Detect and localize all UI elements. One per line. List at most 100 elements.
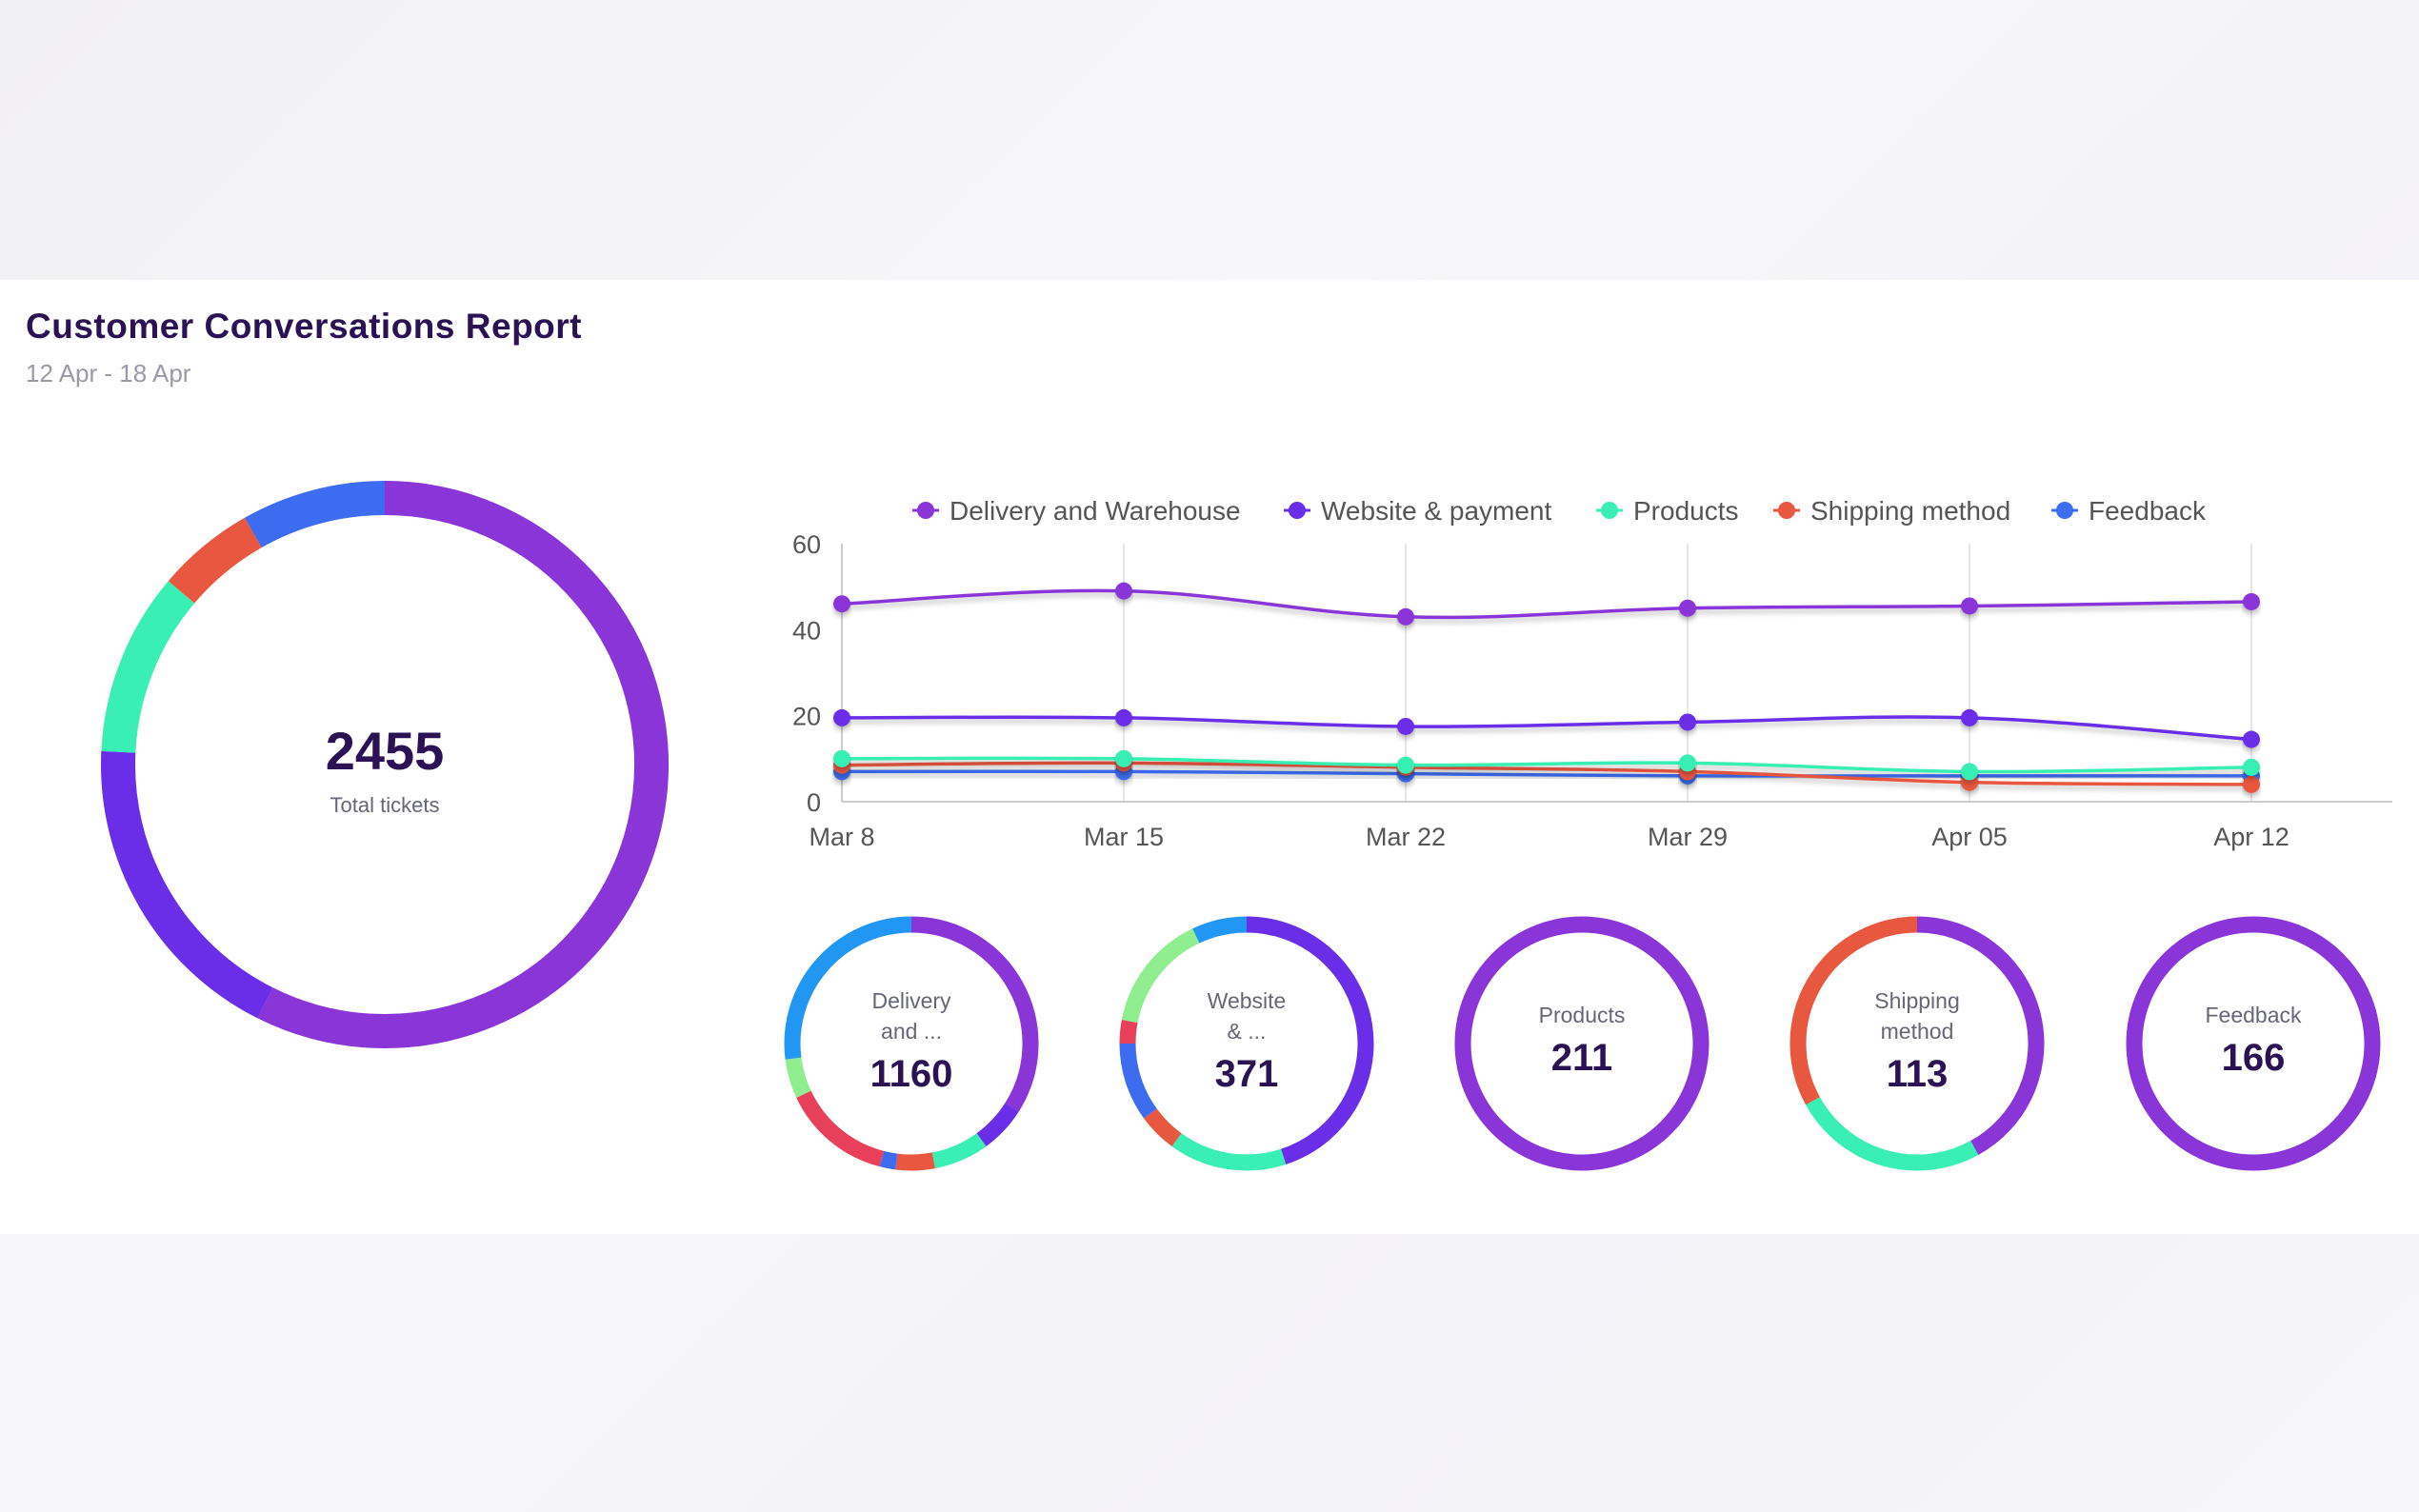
total-donut-segment — [168, 517, 262, 604]
category-donut-segment — [2126, 916, 2381, 1171]
legend-dot-marker — [1289, 502, 1306, 519]
category-value: 113 — [1887, 1053, 1949, 1095]
category-donut-segment — [931, 1133, 987, 1169]
category-donut-segment — [796, 1090, 885, 1167]
category-donut-segment — [1454, 916, 1709, 1171]
data-point-delivery-and-warehouse[interactable] — [1961, 597, 1978, 615]
data-point-products[interactable] — [833, 749, 850, 767]
data-point-website-payment[interactable] — [1115, 708, 1132, 726]
legend-label: Website & payment — [1321, 496, 1551, 526]
series-line-website-payment — [841, 715, 2252, 742]
data-point-delivery-and-warehouse[interactable] — [1397, 607, 1414, 626]
y-tick-label: 40 — [792, 616, 821, 645]
category-label: Delivery — [871, 988, 951, 1013]
series-line-feedback — [841, 769, 2251, 778]
category-donut-website[interactable]: Website & ... 371 — [1119, 916, 1374, 1171]
report-title: Customer Conversations Report — [26, 307, 582, 346]
data-point-products[interactable] — [1397, 756, 1414, 774]
category-label: & ... — [1228, 1019, 1267, 1044]
legend-label: Shipping method — [1810, 496, 2010, 526]
category-donut-segment — [1916, 916, 2045, 1155]
category-label: Feedback — [2205, 1003, 2302, 1027]
data-point-website-payment[interactable] — [1397, 717, 1414, 735]
category-donut-segment — [784, 916, 912, 1060]
total-donut-segment — [101, 750, 273, 1019]
category-donut-segment — [1789, 916, 1918, 1105]
category-donut-segment — [1119, 1043, 1157, 1119]
series-line-delivery-and-warehouse — [841, 588, 2252, 620]
category-label: and ... — [881, 1019, 942, 1044]
x-tick-label: Apr 12 — [2213, 823, 2289, 851]
category-donut-shipping-method[interactable]: Shipping method 113 — [1789, 916, 2045, 1171]
category-donut-segment — [1192, 916, 1248, 944]
category-donut-segment — [1806, 1097, 1979, 1171]
data-point-delivery-and-warehouse[interactable] — [833, 595, 850, 613]
total-tickets-donut — [101, 481, 669, 1048]
data-point-delivery-and-warehouse[interactable] — [1115, 582, 1132, 600]
data-point-website-payment[interactable] — [2243, 730, 2260, 748]
x-axis: Mar 8 Mar 15 Mar 22 Mar 29 Apr 05 Apr 12 — [809, 823, 2289, 851]
category-label: method — [1881, 1019, 1954, 1044]
y-tick-label: 20 — [792, 703, 821, 731]
category-value: 211 — [1551, 1037, 1613, 1079]
data-point-products[interactable] — [1679, 754, 1696, 772]
data-point-delivery-and-warehouse[interactable] — [2243, 592, 2260, 610]
category-donut-segment — [1121, 928, 1200, 1024]
report-card — [0, 280, 2419, 1234]
total-tickets-label: Total tickets — [330, 793, 440, 817]
category-donut-segment — [910, 916, 1039, 1112]
legend-dot-marker — [917, 502, 934, 519]
category-donut-feedback[interactable]: Feedback 166 — [2126, 916, 2381, 1171]
category-label: Website — [1208, 988, 1287, 1013]
y-axis: 0 20 40 60 — [792, 530, 821, 817]
legend-item-shipping-method[interactable]: Shipping method — [1773, 496, 2010, 526]
chart-series — [833, 582, 2260, 793]
legend-dot-marker — [2056, 502, 2073, 519]
category-donut-segment — [976, 1103, 1019, 1147]
chart-legend: Delivery and Warehouse Website & payment P… — [912, 496, 2207, 526]
legend-dot-marker — [1778, 502, 1795, 519]
category-donut-delivery-and[interactable]: Delivery and ... 1160 — [784, 916, 1039, 1171]
y-tick-label: 60 — [792, 530, 821, 559]
data-point-website-payment[interactable] — [833, 708, 850, 726]
legend-item-delivery-and-warehouse[interactable]: Delivery and Warehouse — [912, 496, 1241, 526]
total-donut-segment — [101, 581, 195, 753]
data-point-products[interactable] — [2243, 758, 2260, 776]
x-tick-label: Mar 29 — [1648, 823, 1728, 851]
total-donut-segment — [257, 481, 669, 1048]
data-point-website-payment[interactable] — [1961, 708, 1978, 726]
legend-label: Delivery and Warehouse — [950, 496, 1241, 526]
total-donut-segment — [244, 481, 386, 548]
data-point-products[interactable] — [1961, 763, 1978, 781]
legend-dot-marker — [1601, 502, 1618, 519]
category-donut-segment — [1143, 1108, 1182, 1147]
legend-label: Feedback — [2089, 496, 2207, 526]
data-point-website-payment[interactable] — [1679, 713, 1696, 731]
legend-item-feedback[interactable]: Feedback — [2051, 496, 2207, 526]
series-line-products — [841, 756, 2252, 774]
category-donut-segment — [785, 1057, 811, 1098]
category-value: 1160 — [870, 1053, 953, 1095]
x-tick-label: Apr 05 — [1931, 823, 2008, 851]
category-value: 166 — [2222, 1037, 2286, 1079]
category-donuts: Delivery and ... 1160 Website & ... 371 Produc… — [784, 916, 2381, 1171]
y-tick-label: 0 — [807, 788, 821, 817]
x-tick-label: Mar 8 — [809, 823, 874, 851]
data-point-products[interactable] — [1115, 749, 1132, 767]
legend-item-products[interactable]: Products — [1596, 496, 1739, 526]
category-donut-segment — [879, 1150, 898, 1170]
data-point-shipping-method[interactable] — [2243, 775, 2260, 793]
category-donut-products[interactable]: Products 211 — [1454, 916, 1709, 1171]
legend-item-website-payment[interactable]: Website & payment — [1284, 496, 1551, 526]
data-point-delivery-and-warehouse[interactable] — [1679, 599, 1696, 617]
category-donut-segment — [1119, 1019, 1138, 1044]
x-tick-label: Mar 22 — [1366, 823, 1446, 851]
report-date-range: 12 Apr - 18 Apr — [26, 359, 191, 388]
series-line-shipping-method — [841, 761, 2252, 786]
x-tick-label: Mar 15 — [1084, 823, 1164, 851]
category-donut-segment — [1246, 916, 1374, 1164]
total-tickets-value: 2455 — [326, 721, 445, 781]
category-donut-segment — [1171, 1133, 1287, 1171]
legend-label: Products — [1633, 496, 1739, 526]
